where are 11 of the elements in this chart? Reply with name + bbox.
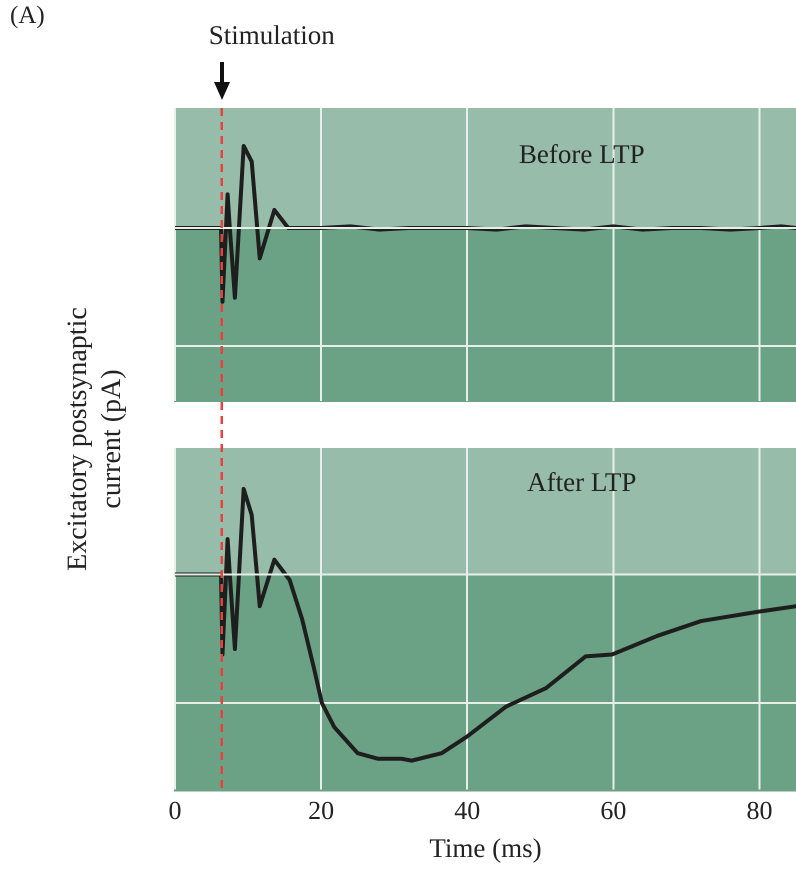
chart-title: After LTP: [527, 467, 636, 498]
x-tick-label: 20: [308, 796, 334, 825]
x-axis-title: Time (ms): [429, 832, 542, 863]
y-axis-title: Excitatory postsynaptic current (pA): [61, 306, 128, 573]
ref-line-label: Stimulation: [208, 20, 335, 51]
x-tick-label: 80: [746, 796, 772, 825]
chart-title: Before LTP: [518, 139, 645, 170]
text: (A): [10, 2, 45, 30]
x-tick-label: 60: [600, 796, 626, 825]
x-tick-label: 0: [168, 796, 182, 825]
x-tick-label: 40: [454, 796, 480, 825]
